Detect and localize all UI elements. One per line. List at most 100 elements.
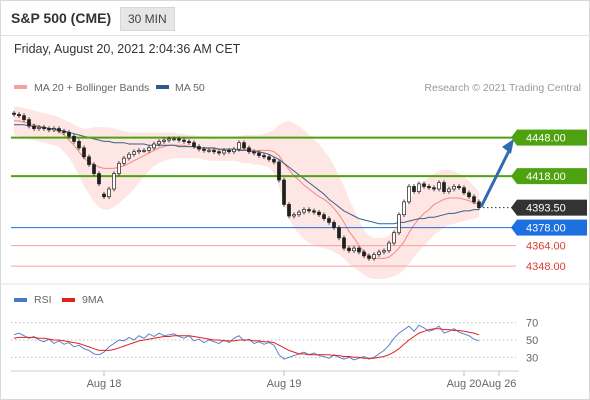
candle-body xyxy=(287,204,291,217)
x-tick-label: Aug 20 xyxy=(447,378,482,390)
candle-body xyxy=(142,150,146,152)
projection-layer xyxy=(479,138,514,208)
candle-body xyxy=(422,183,426,187)
candle-body xyxy=(27,119,31,127)
resistance-tag-4448.00 xyxy=(517,129,587,146)
chart-header: S&P 500 (CME) 30 MIN xyxy=(1,1,589,36)
candle-body xyxy=(97,173,101,185)
candle-body xyxy=(437,182,441,190)
rsi-tick-label: 70 xyxy=(526,318,538,330)
candle-body xyxy=(342,237,346,249)
candle-body xyxy=(302,209,306,213)
support-label-4364.00: 4364.00 xyxy=(526,241,566,253)
candle-body xyxy=(257,152,261,156)
ma50-legend-swatch xyxy=(156,85,169,89)
candle-body xyxy=(217,151,221,154)
research-credit: Research © 2021 Trading Central xyxy=(424,82,581,94)
rsi-layer: 70 50 30 xyxy=(11,318,538,364)
candle-body xyxy=(237,142,241,150)
candle-body xyxy=(407,186,411,203)
candle-body xyxy=(462,187,466,194)
candle-body xyxy=(297,211,301,216)
candle-body xyxy=(307,209,311,212)
candle-body xyxy=(327,218,331,223)
candle-body xyxy=(42,126,46,129)
candle-body xyxy=(67,132,71,137)
level-lines-layer xyxy=(11,136,516,267)
candle-body xyxy=(57,128,61,132)
candle-body xyxy=(442,182,446,192)
support-label-4348.00: 4348.00 xyxy=(526,261,566,273)
candle-body xyxy=(247,147,251,153)
candle-body xyxy=(187,141,191,144)
candle-body xyxy=(192,142,196,147)
candle-body xyxy=(452,186,456,190)
candle-body xyxy=(62,130,66,133)
candle-body xyxy=(332,222,336,228)
candle-body xyxy=(397,214,401,234)
rsi-line xyxy=(13,324,480,361)
last-price-tag-pointer xyxy=(511,199,517,216)
candle-body xyxy=(447,188,451,192)
candle-body xyxy=(387,242,391,252)
candle-body xyxy=(477,201,481,208)
candle-body xyxy=(417,183,421,192)
candle-body xyxy=(392,232,396,244)
pivot-tag-4378.00 xyxy=(517,219,587,236)
ma20-line xyxy=(14,120,480,259)
candle-body xyxy=(82,147,86,158)
candle-body xyxy=(202,148,206,151)
bollinger-band-layer xyxy=(14,106,479,279)
candle-body xyxy=(92,164,96,174)
candle-body xyxy=(347,247,351,252)
rsi-legend-swatch xyxy=(14,298,27,302)
candle-body xyxy=(372,254,376,259)
rsi-ma-line xyxy=(13,328,480,359)
instrument-title: S&P 500 (CME) xyxy=(11,10,112,26)
candle-body xyxy=(122,157,126,164)
candle-body xyxy=(272,159,276,163)
candle-body xyxy=(357,247,361,253)
pivot-label-4378.00: 4378.00 xyxy=(526,223,566,235)
rsi-legend-label: RSI xyxy=(34,294,52,306)
candle-body xyxy=(367,255,371,259)
resistance-tag-pointer xyxy=(511,129,517,146)
candle-body xyxy=(282,179,286,205)
candle-body xyxy=(212,150,216,153)
report-datetime: Friday, August 20, 2021 2:04:36 AM CET xyxy=(14,42,241,56)
candle-body xyxy=(467,192,471,198)
x-tick-label: Aug 18 xyxy=(87,378,122,390)
candle-body xyxy=(427,186,431,189)
candle-body xyxy=(312,210,316,213)
rsi-tick-label: 50 xyxy=(526,335,538,347)
candle-body xyxy=(412,186,416,192)
candle-body xyxy=(227,150,231,153)
candle-body xyxy=(132,151,136,155)
candle-body xyxy=(157,141,161,145)
candle-body xyxy=(167,138,171,141)
rsi-ma-legend-swatch xyxy=(62,298,75,302)
last-price-tag xyxy=(517,199,587,216)
candle-body xyxy=(72,135,76,142)
rsi-ma-legend-label: 9MA xyxy=(82,294,104,306)
resistance-tag-pointer xyxy=(511,168,517,185)
candle-body xyxy=(277,161,281,181)
candle-body xyxy=(117,162,121,174)
candle-body xyxy=(102,193,106,198)
candle-body xyxy=(22,115,26,120)
candle-body xyxy=(267,156,271,160)
candle-body xyxy=(177,138,181,141)
candle-body xyxy=(222,150,226,154)
candle-body xyxy=(77,141,81,149)
candle-body xyxy=(12,112,16,115)
candle-body xyxy=(457,186,461,189)
candle-body xyxy=(17,114,21,117)
candle-body xyxy=(292,214,296,217)
candles-layer xyxy=(12,110,481,261)
timeframe-button[interactable]: 30 MIN xyxy=(120,7,175,31)
bollinger-band xyxy=(14,106,479,279)
candle-body xyxy=(382,250,386,253)
x-tick-label: Aug 19 xyxy=(267,378,302,390)
